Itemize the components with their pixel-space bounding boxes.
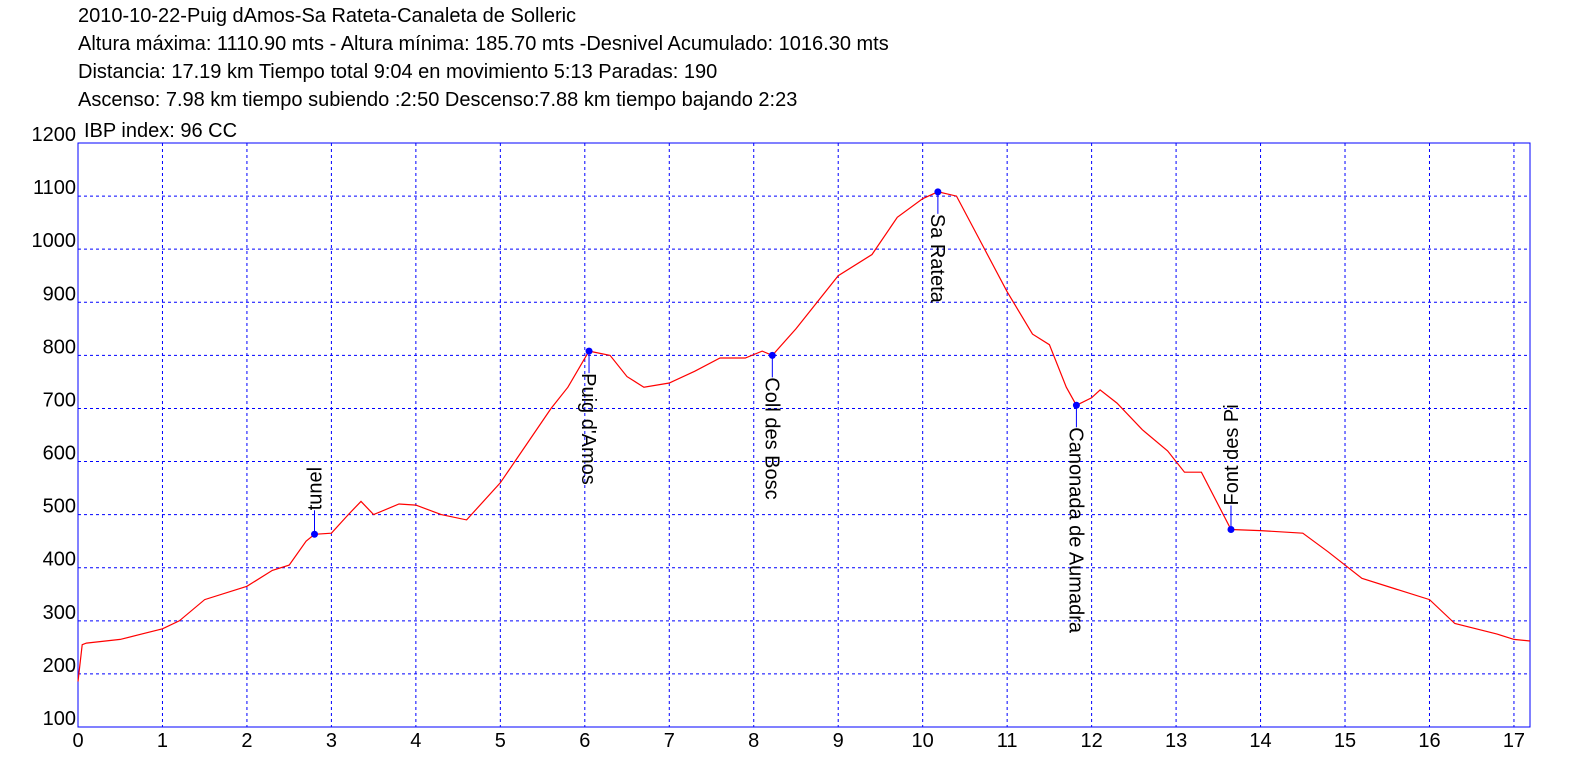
y-tick-label: 200	[43, 655, 76, 677]
header-line: Ascenso: 7.98 km tiempo subiendo :2:50 D…	[78, 89, 797, 111]
waypoint	[768, 351, 776, 359]
waypoint	[311, 530, 319, 538]
header-line: Distancia: 17.19 km Tiempo total 9:04 en…	[78, 61, 717, 83]
x-tick-label: 1	[157, 730, 168, 752]
x-tick-label: 16	[1418, 730, 1440, 752]
x-tick-label: 6	[579, 730, 590, 752]
x-tick-label: 0	[72, 730, 83, 752]
x-tick-label: 5	[495, 730, 506, 752]
x-tick-label: 13	[1165, 730, 1187, 752]
waypoint-label: tunel	[305, 467, 327, 510]
x-tick-label: 10	[912, 730, 934, 752]
header-line: Altura máxima: 1110.90 mts - Altura míni…	[78, 33, 889, 55]
waypoint	[585, 347, 593, 355]
y-tick-label: 900	[43, 283, 76, 305]
header-line: 2010-10-22-Puig dAmos-Sa Rateta-Canaleta…	[78, 5, 576, 27]
y-tick-label: 500	[43, 496, 76, 518]
y-tick-label: 1200	[32, 124, 77, 146]
y-tick-label: 700	[43, 389, 76, 411]
waypoint-label: Coll des Bosc	[760, 377, 782, 499]
elevation-line	[77, 191, 1531, 682]
y-tick-label: 100	[43, 708, 76, 730]
waypoint-label: Puig d'Amos	[577, 373, 599, 485]
x-tick-label: 9	[833, 730, 844, 752]
x-tick-label: 14	[1249, 730, 1271, 752]
x-tick-label: 7	[664, 730, 675, 752]
x-tick-label: 2	[241, 730, 252, 752]
y-tick-label: 1000	[32, 230, 77, 252]
x-tick-label: 4	[410, 730, 421, 752]
annotation: IBP index: 96 CC	[84, 120, 237, 142]
x-tick-label: 12	[1080, 730, 1102, 752]
y-tick-label: 400	[43, 549, 76, 571]
waypoint-label: Sa Rateta	[926, 214, 948, 304]
y-tick-label: 1100	[33, 177, 76, 199]
waypoint	[934, 188, 942, 196]
x-tick-label: 8	[748, 730, 759, 752]
x-tick-label: 3	[326, 730, 337, 752]
y-tick-label: 800	[43, 336, 76, 358]
x-tick-label: 11	[997, 730, 1018, 752]
waypoint-label: Canonada de Aumadra	[1064, 427, 1086, 634]
x-tick-label: 15	[1334, 730, 1356, 752]
waypoint	[1072, 401, 1080, 409]
x-tick-label: 17	[1503, 730, 1525, 752]
plot-border	[77, 142, 1531, 728]
waypoint	[1227, 526, 1235, 534]
y-tick-label: 600	[43, 443, 76, 465]
y-tick-label: 300	[43, 602, 76, 624]
waypoint-label: Font des Pi	[1221, 404, 1243, 505]
